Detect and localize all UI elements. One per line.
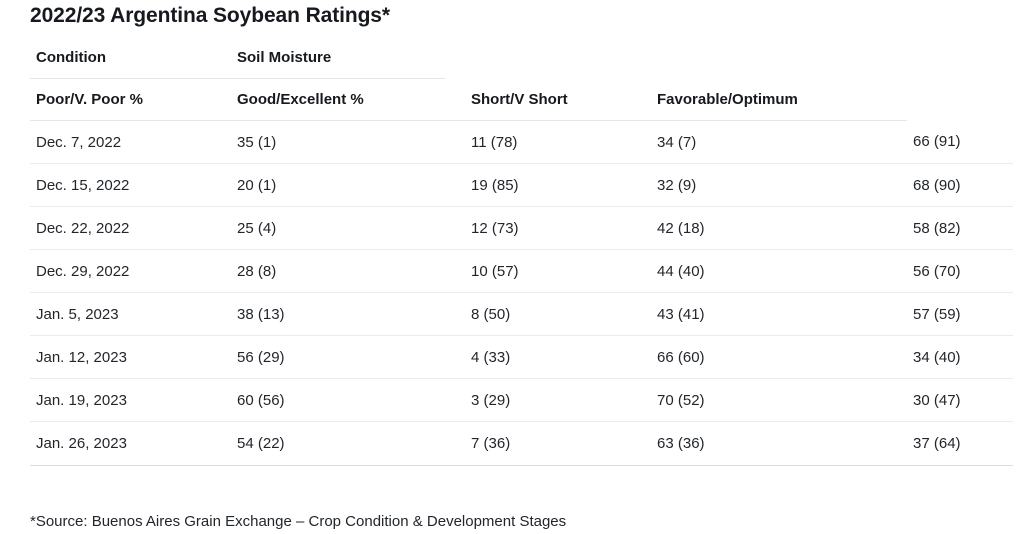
value-cell: 11 (78) <box>465 120 651 164</box>
value-cell: 28 (8) <box>231 249 465 293</box>
value-cell: 60 (56) <box>231 378 465 422</box>
value-cell: 7 (36) <box>465 421 651 466</box>
column-header-row: Poor/V. Poor % Good/Excellent % Short/V … <box>30 78 1013 121</box>
value-cell: 37 (64) <box>907 421 1013 466</box>
value-cell: 25 (4) <box>231 206 465 250</box>
empty-header-cell <box>907 79 1013 121</box>
value-cell: 43 (41) <box>651 292 907 336</box>
table-row: Dec. 15, 2022 20 (1) 19 (85) 32 (9) 68 (90) <box>30 163 1013 207</box>
date-cell: Dec. 7, 2022 <box>30 120 231 164</box>
column-header-favorable-optimum: Favorable/Optimum <box>651 78 907 121</box>
table-row: Jan. 12, 2023 56 (29) 4 (33) 66 (60) 34 (40) <box>30 335 1013 379</box>
value-cell: 30 (47) <box>907 378 1013 422</box>
table-row: Jan. 19, 2023 60 (56) 3 (29) 70 (52) 30 (47) <box>30 378 1013 422</box>
empty-header-cell <box>465 36 651 79</box>
soybean-ratings-table: Condition Soil Moisture Poor/V. Poor % G… <box>30 36 1013 466</box>
value-cell: 44 (40) <box>651 249 907 293</box>
column-header-short-vshort: Short/V Short <box>465 78 651 121</box>
date-cell: Jan. 26, 2023 <box>30 421 231 466</box>
value-cell: 58 (82) <box>907 206 1013 250</box>
value-cell: 66 (91) <box>907 120 1013 164</box>
value-cell: 19 (85) <box>465 163 651 207</box>
table-row: Dec. 22, 2022 25 (4) 12 (73) 42 (18) 58 (82) <box>30 206 1013 250</box>
date-cell: Jan. 12, 2023 <box>30 335 231 379</box>
empty-header-cell <box>907 36 1013 79</box>
value-cell: 34 (40) <box>907 335 1013 379</box>
column-header-good-excellent: Good/Excellent % <box>231 78 465 121</box>
page-title: 2022/23 Argentina Soybean Ratings* <box>30 4 390 27</box>
source-note: *Source: Buenos Aires Grain Exchange – C… <box>30 513 567 530</box>
table-row: Jan. 26, 2023 54 (22) 7 (36) 63 (36) 37 (64) <box>30 421 1013 466</box>
value-cell: 70 (52) <box>651 378 907 422</box>
table-row: Dec. 7, 2022 35 (1) 11 (78) 34 (7) 66 (91) <box>30 120 1013 164</box>
value-cell: 10 (57) <box>465 249 651 293</box>
value-cell: 3 (29) <box>465 378 651 422</box>
table-row: Jan. 5, 2023 38 (13) 8 (50) 43 (41) 57 (59) <box>30 292 1013 336</box>
column-header-poor-vpoor: Poor/V. Poor % <box>30 78 231 121</box>
value-cell: 4 (33) <box>465 335 651 379</box>
empty-header-cell <box>651 36 907 79</box>
value-cell: 12 (73) <box>465 206 651 250</box>
value-cell: 34 (7) <box>651 120 907 164</box>
value-cell: 56 (70) <box>907 249 1013 293</box>
value-cell: 54 (22) <box>231 421 465 466</box>
date-cell: Dec. 15, 2022 <box>30 163 231 207</box>
value-cell: 42 (18) <box>651 206 907 250</box>
date-cell: Jan. 5, 2023 <box>30 292 231 336</box>
value-cell: 57 (59) <box>907 292 1013 336</box>
group-header-row: Condition Soil Moisture <box>30 36 1013 79</box>
value-cell: 35 (1) <box>231 120 465 164</box>
value-cell: 32 (9) <box>651 163 907 207</box>
date-cell: Dec. 29, 2022 <box>30 249 231 293</box>
value-cell: 66 (60) <box>651 335 907 379</box>
value-cell: 20 (1) <box>231 163 465 207</box>
value-cell: 56 (29) <box>231 335 465 379</box>
date-cell: Dec. 22, 2022 <box>30 206 231 250</box>
table-body: Dec. 7, 2022 35 (1) 11 (78) 34 (7) 66 (91) De… <box>30 120 1013 466</box>
date-cell: Jan. 19, 2023 <box>30 378 231 422</box>
value-cell: 8 (50) <box>465 292 651 336</box>
value-cell: 68 (90) <box>907 163 1013 207</box>
value-cell: 38 (13) <box>231 292 465 336</box>
group-header-soil-moisture: Soil Moisture <box>231 36 465 79</box>
table-row: Dec. 29, 2022 28 (8) 10 (57) 44 (40) 56 (70) <box>30 249 1013 293</box>
group-header-condition: Condition <box>30 36 231 79</box>
value-cell: 63 (36) <box>651 421 907 466</box>
